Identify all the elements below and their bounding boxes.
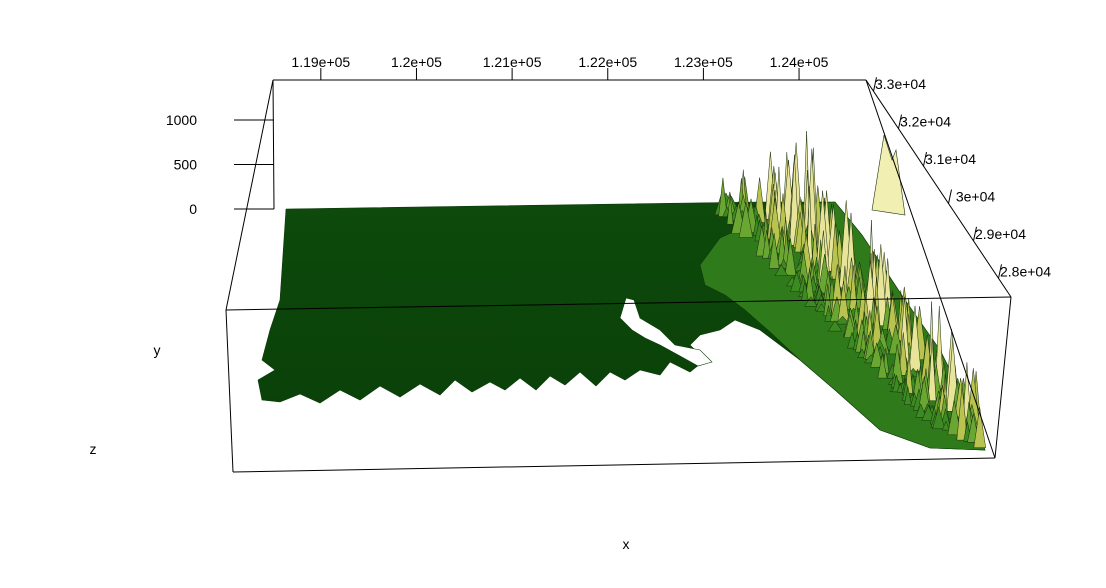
z-tick-label: 500 [174,157,198,173]
terrain-peak [870,342,884,368]
x-axis-label: x [623,536,630,552]
z-axis-label: z [90,441,97,457]
y-tick-label: 3.1e+04 [925,151,976,167]
box-edge [225,296,1012,311]
y-tick-label: 2.9e+04 [975,226,1026,242]
bounding-box [225,79,1012,473]
terrain-peak [762,230,772,259]
terrain-peak [947,400,962,436]
y-tick-label: 3.3e+04 [875,76,926,92]
terrain-peak [824,305,833,322]
terrain-peak [804,296,818,307]
x-tick-label: 1.22e+05 [578,54,637,70]
terrain-peak [774,263,789,277]
z-tick-label: 0 [189,201,197,217]
x-tick-label: 1.21e+05 [483,54,542,70]
y-axis-label: y [154,342,161,358]
box-edge [225,79,274,311]
x-tick-label: 1.2e+05 [391,54,442,70]
terrain-peak [915,403,927,418]
terrain-peak [784,238,797,276]
terrain-peak [877,353,888,379]
y-tick-mark [948,189,952,204]
box-edge [225,309,234,473]
y-tick-mark [873,77,877,92]
terrain-peak [726,194,734,225]
mountain-peaks [714,131,986,448]
terrain-peak [843,314,857,338]
box-edge [865,79,1012,298]
terrain-peak [827,320,843,332]
terrain-peak [932,405,946,430]
terrain-peak [790,271,804,292]
terrain-surface [257,131,986,451]
terrain-peak [903,386,912,405]
axes: 1.19e+05 1.2e+05 1.21e+05 1.22e+05 1.23e+05 1… [166,54,1051,279]
box-edge [272,79,275,210]
terrain-peak [816,303,827,312]
box-edge [865,79,996,459]
terrain-peak [871,134,906,216]
terrain-peak [927,338,937,401]
box-edge [994,296,1012,459]
x-tick-label: 1.23e+05 [674,54,733,70]
x-tick-label: 1.24e+05 [770,54,829,70]
y-tick-mark [998,264,1002,279]
terrain-peak [956,386,968,441]
y-tick-label: 3e+04 [956,188,996,204]
terrain-peak [835,315,851,325]
y-tick-mark [923,151,927,167]
terrain-peak [847,331,857,349]
terrain-peak [973,407,986,448]
terrain-peak [896,382,904,393]
z-tick-label: 1000 [166,112,197,128]
box-edge [232,457,996,473]
terrain-peak [738,201,754,238]
y-tick-label: 2.8e+04 [1000,263,1051,279]
x-tick-label: 1.19e+05 [291,54,350,70]
y-tick-mark [898,114,902,129]
river-channel [619,297,713,367]
terrain-peak [768,232,780,269]
terrain-peak [941,420,950,431]
y-tick-mark [973,226,977,241]
y-tick-label: 3.2e+04 [900,114,951,130]
terrain-peak [898,332,908,376]
